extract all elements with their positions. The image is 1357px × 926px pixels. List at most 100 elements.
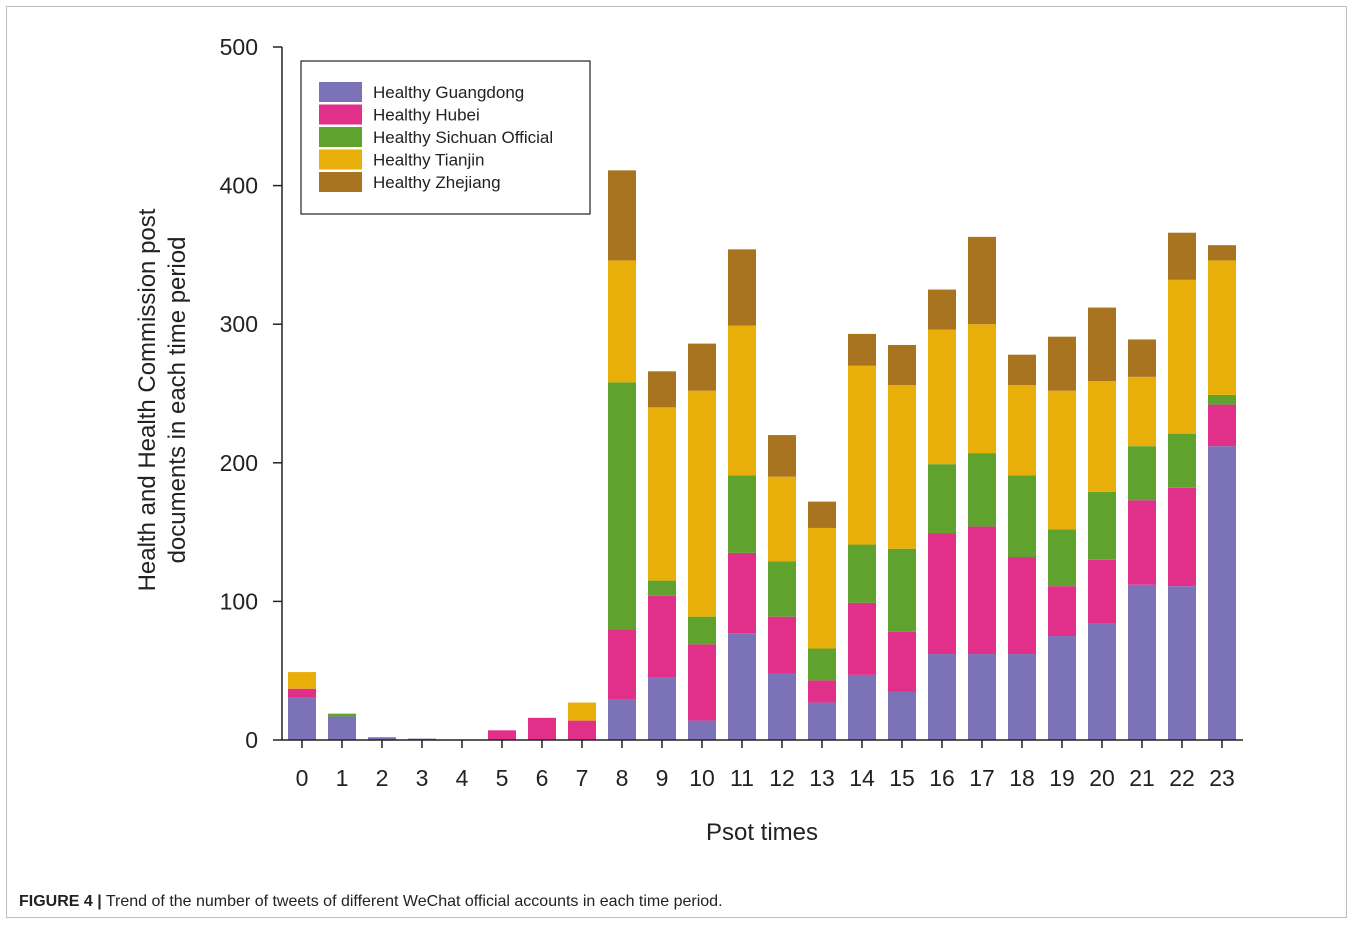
bar-segment-healthy-hubei-17	[968, 526, 996, 655]
y-tick-label: 300	[220, 311, 258, 337]
bar-segment-healthy-hubei-14	[848, 602, 876, 675]
bar-segment-healthy-tianjin-0	[288, 672, 316, 689]
bar-segment-healthy-hubei-9	[648, 595, 676, 678]
bar-segment-healthy-tianjin-23	[1208, 260, 1236, 395]
bar-segment-healthy-zhejiang-10	[688, 343, 716, 391]
y-axis-label-line1: Health and Health Commission post	[134, 208, 161, 591]
bar-segment-healthy-sichuan-official-21	[1128, 446, 1156, 501]
bar-segment-healthy-sichuan-official-15	[888, 548, 916, 632]
x-tick-label: 14	[849, 765, 875, 791]
bar-segment-healthy-tianjin-10	[688, 390, 716, 617]
bar-segment-healthy-sichuan-official-8	[608, 382, 636, 630]
x-tick-label: 22	[1169, 765, 1195, 791]
bar-segment-healthy-guangdong-17	[968, 654, 996, 740]
bar-segment-healthy-tianjin-16	[928, 329, 956, 465]
x-tick-label: 21	[1129, 765, 1155, 791]
bar-segment-healthy-hubei-11	[728, 552, 756, 634]
bar-segment-healthy-guangdong-14	[848, 674, 876, 740]
x-tick-label: 11	[730, 765, 754, 791]
caption-label: FIGURE 4 |	[19, 893, 102, 910]
bars-layer	[288, 170, 1236, 740]
bar-segment-healthy-sichuan-official-13	[808, 648, 836, 681]
x-tick-label: 1	[336, 765, 349, 791]
bar-segment-healthy-sichuan-official-16	[928, 464, 956, 534]
legend-swatch	[319, 149, 362, 170]
bar-segment-healthy-tianjin-7	[568, 702, 596, 721]
bar-segment-healthy-sichuan-official-1	[328, 713, 356, 717]
bar-segment-healthy-hubei-7	[568, 720, 596, 740]
bar-segment-healthy-hubei-8	[608, 629, 636, 700]
bar-segment-healthy-zhejiang-17	[968, 236, 996, 325]
y-axis-label-line2: documents in each time period	[164, 237, 191, 564]
bar-segment-healthy-tianjin-12	[768, 476, 796, 562]
bar-segment-healthy-hubei-10	[688, 644, 716, 721]
bar-segment-healthy-guangdong-18	[1008, 654, 1036, 740]
legend-swatch	[319, 82, 362, 102]
bar-segment-healthy-guangdong-10	[688, 720, 716, 740]
legend-label: Healthy Guangdong	[373, 83, 524, 102]
bar-segment-healthy-guangdong-22	[1168, 586, 1196, 740]
bar-segment-healthy-sichuan-official-19	[1048, 529, 1076, 587]
bar-segment-healthy-sichuan-official-11	[728, 475, 756, 553]
bar-segment-healthy-sichuan-official-12	[768, 561, 796, 617]
bar-segment-healthy-zhejiang-14	[848, 333, 876, 366]
bar-segment-healthy-hubei-23	[1208, 404, 1236, 447]
x-tick-label: 18	[1009, 765, 1035, 791]
bar-segment-healthy-tianjin-17	[968, 324, 996, 454]
figure-caption: FIGURE 4 | Trend of the number of tweets…	[19, 893, 723, 911]
legend-swatch	[319, 104, 362, 125]
x-tick-label: 2	[376, 765, 389, 791]
legend-swatch	[319, 172, 362, 192]
bar-segment-healthy-zhejiang-16	[928, 289, 956, 330]
bar-segment-healthy-zhejiang-20	[1088, 307, 1116, 382]
bar-segment-healthy-hubei-12	[768, 616, 796, 674]
bar-segment-healthy-hubei-16	[928, 533, 956, 655]
bar-segment-healthy-tianjin-15	[888, 385, 916, 549]
bar-segment-healthy-zhejiang-21	[1128, 339, 1156, 377]
x-tick-label: 15	[889, 765, 915, 791]
x-tick-label: 7	[576, 765, 589, 791]
legend: Healthy Guangdong Healthy Hubei Healthy Si…	[300, 60, 591, 215]
bar-segment-healthy-zhejiang-12	[768, 435, 796, 477]
bar-segment-healthy-hubei-20	[1088, 559, 1116, 624]
caption-text: Trend of the number of tweets of differe…	[101, 893, 723, 910]
y-tick-label: 400	[220, 173, 258, 199]
bar-segment-healthy-tianjin-11	[728, 325, 756, 476]
x-tick-label: 12	[769, 765, 795, 791]
bar-segment-healthy-guangdong-19	[1048, 636, 1076, 740]
bar-segment-healthy-hubei-5	[488, 730, 516, 740]
x-tick-label: 5	[496, 765, 509, 791]
x-axis-label: Psot times	[706, 819, 818, 846]
bar-segment-healthy-guangdong-15	[888, 691, 916, 740]
bar-segment-healthy-sichuan-official-23	[1208, 394, 1236, 405]
y-tick-label: 100	[220, 588, 258, 614]
x-tick-label: 10	[689, 765, 715, 791]
bar-segment-healthy-tianjin-8	[608, 260, 636, 383]
x-tick-label: 19	[1049, 765, 1075, 791]
bar-segment-healthy-zhejiang-22	[1168, 232, 1196, 280]
bar-segment-healthy-hubei-13	[808, 680, 836, 703]
bar-segment-healthy-guangdong-21	[1128, 584, 1156, 740]
bar-segment-healthy-hubei-21	[1128, 500, 1156, 585]
y-tick-label: 0	[245, 727, 258, 753]
bar-segment-healthy-sichuan-official-17	[968, 453, 996, 527]
figure-frame	[6, 6, 1347, 918]
legend-swatch	[319, 127, 362, 147]
x-tick-label: 0	[296, 765, 309, 791]
x-tick-label: 17	[969, 765, 995, 791]
bar-segment-healthy-sichuan-official-18	[1008, 475, 1036, 558]
bar-segment-healthy-guangdong-1	[328, 716, 356, 740]
y-tick-label: 200	[220, 450, 258, 476]
x-tick-label: 23	[1209, 765, 1235, 791]
bar-segment-healthy-guangdong-8	[608, 699, 636, 740]
bar-segment-healthy-zhejiang-11	[728, 249, 756, 326]
x-tick-label: 6	[536, 765, 549, 791]
bar-segment-healthy-guangdong-23	[1208, 446, 1236, 740]
bar-segment-healthy-sichuan-official-9	[648, 580, 676, 596]
bar-segment-healthy-tianjin-9	[648, 407, 676, 581]
x-tick-label: 9	[656, 765, 669, 791]
bar-segment-healthy-hubei-6	[528, 717, 556, 740]
bar-segment-healthy-guangdong-0	[288, 697, 316, 740]
bar-segment-healthy-hubei-0	[288, 688, 316, 698]
x-tick-label: 13	[809, 765, 835, 791]
